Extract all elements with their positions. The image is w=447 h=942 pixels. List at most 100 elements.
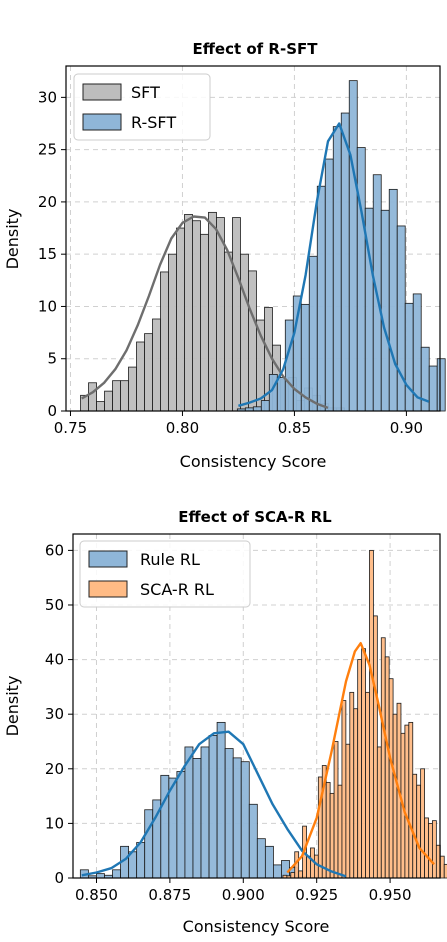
y-tick-label: 20 — [45, 760, 64, 778]
histogram-bar — [176, 771, 186, 879]
histogram-bar — [313, 854, 319, 879]
y-axis-ticks: 0 10 20 30 40 50 60 — [45, 541, 73, 887]
histogram-bar — [396, 225, 406, 412]
histogram-bar — [128, 366, 137, 412]
histogram-bar — [224, 251, 233, 412]
histogram-bar — [252, 406, 262, 412]
histogram-bar — [345, 743, 351, 879]
x-tick-label: 0.900 — [222, 886, 265, 904]
histogram-bar — [240, 253, 249, 412]
histogram-bar — [428, 822, 433, 879]
histogram-bar — [232, 757, 242, 879]
histogram-bar — [184, 746, 194, 879]
x-tick-label: 0.75 — [54, 419, 87, 437]
histogram-bar — [408, 721, 414, 879]
histogram-bar — [216, 217, 225, 412]
histogram-bar — [356, 147, 366, 412]
y-tick-label: 10 — [38, 297, 57, 315]
histogram-bar — [144, 333, 153, 412]
y-tick-label: 10 — [45, 814, 64, 832]
histogram-bar — [443, 863, 447, 879]
histogram-bar — [112, 869, 121, 879]
histogram-bar — [432, 820, 437, 879]
x-tick-label: 0.85 — [278, 419, 311, 437]
histogram-bar — [298, 870, 303, 879]
histogram-bar — [376, 746, 382, 879]
kde-curve-0 — [81, 215, 329, 410]
x-axis-label: Consistency Score — [183, 917, 330, 936]
histogram-bar — [136, 842, 146, 879]
histogram-bar — [332, 126, 342, 412]
histogram-bar — [273, 864, 282, 879]
x-tick-label: 0.80 — [166, 419, 199, 437]
histogram-bar — [88, 382, 97, 412]
histogram-bar — [353, 708, 359, 879]
histogram-bar — [324, 158, 334, 412]
legend-swatch-rule-rl — [88, 550, 128, 568]
plot-frame — [65, 65, 441, 412]
histogram-bar — [290, 872, 296, 879]
y-axis-ticks: 0 5 10 15 20 25 30 — [38, 88, 66, 420]
y-tick-label: 50 — [45, 596, 64, 614]
histogram-bar — [380, 209, 390, 412]
histogram-bar — [404, 302, 414, 412]
histogram-bar — [240, 761, 250, 879]
y-tick-label: 25 — [38, 141, 57, 159]
legend-label-rule-rl: Rule RL — [140, 550, 200, 569]
histogram-bar — [276, 377, 286, 412]
histogram-bar — [232, 217, 241, 412]
histogram-bar — [365, 691, 370, 879]
histogram-bar — [256, 838, 266, 879]
histogram-bar — [160, 271, 169, 412]
histogram-bar — [384, 656, 390, 879]
x-tick-label: 0.925 — [295, 886, 338, 904]
histogram-bar — [412, 773, 418, 879]
histogram-bar — [96, 873, 105, 879]
kde-curves — [81, 122, 430, 410]
histogram-bar — [380, 637, 386, 879]
histogram-bar — [333, 741, 339, 879]
legend-swatch-sft — [82, 83, 122, 101]
histogram-bar — [340, 112, 350, 412]
histogram-bar — [208, 735, 218, 879]
histogram-bar — [248, 270, 257, 412]
kde-curve-0 — [81, 730, 347, 878]
y-tick-label: 60 — [45, 541, 64, 559]
histogram-bar — [168, 253, 177, 412]
legend: Rule RL SCA-R RL — [79, 540, 251, 608]
x-tick-label: 0.875 — [148, 886, 191, 904]
histogram-bar — [357, 659, 363, 879]
legend-swatch-r-sft — [82, 113, 122, 131]
histogram-bar — [184, 214, 193, 412]
histogram-bar — [136, 341, 145, 412]
kde-curves — [81, 642, 435, 878]
histogram-bar — [176, 227, 185, 412]
histogram-bar — [416, 784, 422, 879]
histogram-bar — [248, 803, 258, 879]
histogram-bar — [348, 80, 358, 412]
histogram-bar — [341, 700, 347, 879]
bars — [80, 80, 446, 412]
histogram-bar — [404, 724, 410, 879]
histogram-bar — [424, 817, 429, 879]
legend-label-sca-r-rl: SCA-R RL — [140, 580, 214, 599]
plot-frame — [72, 533, 441, 879]
y-tick-label: 0 — [54, 869, 64, 887]
x-tick-label: 0.90 — [390, 419, 423, 437]
histogram-bar — [224, 748, 234, 879]
y-axis-label: Density — [3, 676, 22, 737]
x-axis-ticks: 0.850 0.875 0.900 0.925 0.950 — [75, 878, 412, 904]
chart-title: Effect of SCA-R RL — [178, 508, 332, 526]
y-tick-label: 40 — [45, 651, 64, 669]
histogram-bar — [361, 648, 366, 879]
kde-curve-sca-r-rl — [286, 642, 435, 874]
histogram-bar — [439, 855, 445, 879]
histogram-bar — [96, 401, 105, 412]
chart-panel-sca-r-rl: Effect of SCA-R RL 0.850 0.875 0.900 0.925 0… — [3, 508, 447, 936]
histogram-bar — [168, 777, 178, 879]
legend-swatch-sca-r-rl — [88, 580, 128, 598]
x-tick-label: 0.950 — [369, 886, 412, 904]
histogram-bar — [200, 233, 209, 412]
histogram-bar — [436, 358, 446, 412]
